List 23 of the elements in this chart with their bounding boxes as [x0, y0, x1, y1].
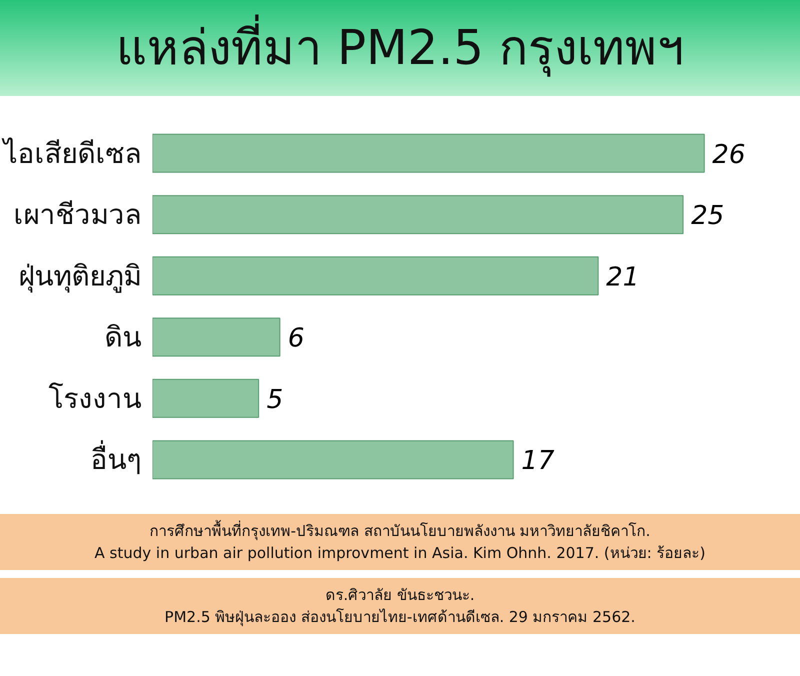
- text: ดร.ศิวาลัย ขันธะชวนะ.: [325, 586, 475, 604]
- data-label: 6: [288, 324, 304, 354]
- bar: [152, 195, 684, 234]
- y-tick-label: ไอเสียดีเซล: [2, 136, 142, 170]
- y-tick-label: เผาชีวมวล: [14, 198, 142, 232]
- text: การศึกษาพื้นที่กรุงเทพ-ปริมณฑล สถาบันนโยบายพลังงาน มหาวิทยาลัยชิคาโก.: [150, 522, 650, 540]
- chart-title: แหล่งที่มา PM2.5 กรุงเทพฯ: [0, 0, 800, 96]
- y-tick-label: ดิน: [104, 320, 142, 354]
- data-label: 5: [266, 384, 284, 415]
- y-tick-label: ฝุ่นทุติยภูมิ: [18, 259, 142, 294]
- text: A study in urban air pollution improvment in Asia. Kim Ohnh. 2017. (หน่วย: ร้อยละ): [94, 544, 706, 562]
- data-label: 25: [691, 201, 724, 232]
- bar: [152, 318, 280, 357]
- bar: [152, 256, 599, 296]
- bar: [152, 378, 260, 418]
- data-label: 21: [606, 262, 640, 292]
- text: PM2.5 พิษฝุ่นละออง ส่องนโยบายไทย-เทศด้านดีเซล. 29 มกราคม 2562.: [164, 608, 636, 626]
- bar: [152, 440, 514, 480]
- y-tick-label: โรงงาน: [48, 382, 142, 415]
- data-label: 17: [521, 446, 555, 476]
- y-tick-label: อื่นๆ: [90, 440, 142, 476]
- data-label: 26: [712, 140, 746, 170]
- bar: [152, 134, 705, 173]
